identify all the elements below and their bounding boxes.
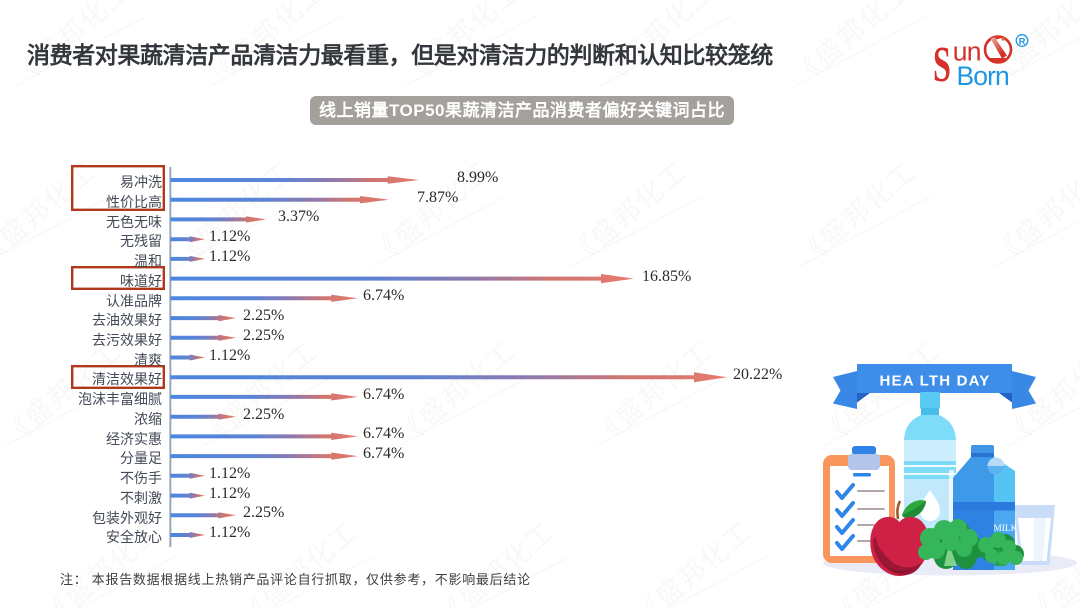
svg-text:HEA LTH DAY: HEA LTH DAY	[880, 373, 991, 390]
svg-text:Born: Born	[957, 61, 1010, 90]
svg-text:un: un	[953, 37, 981, 67]
svg-text:MILK: MILK	[994, 523, 1018, 533]
svg-text:R: R	[1019, 36, 1026, 47]
svg-text:S: S	[933, 37, 951, 90]
